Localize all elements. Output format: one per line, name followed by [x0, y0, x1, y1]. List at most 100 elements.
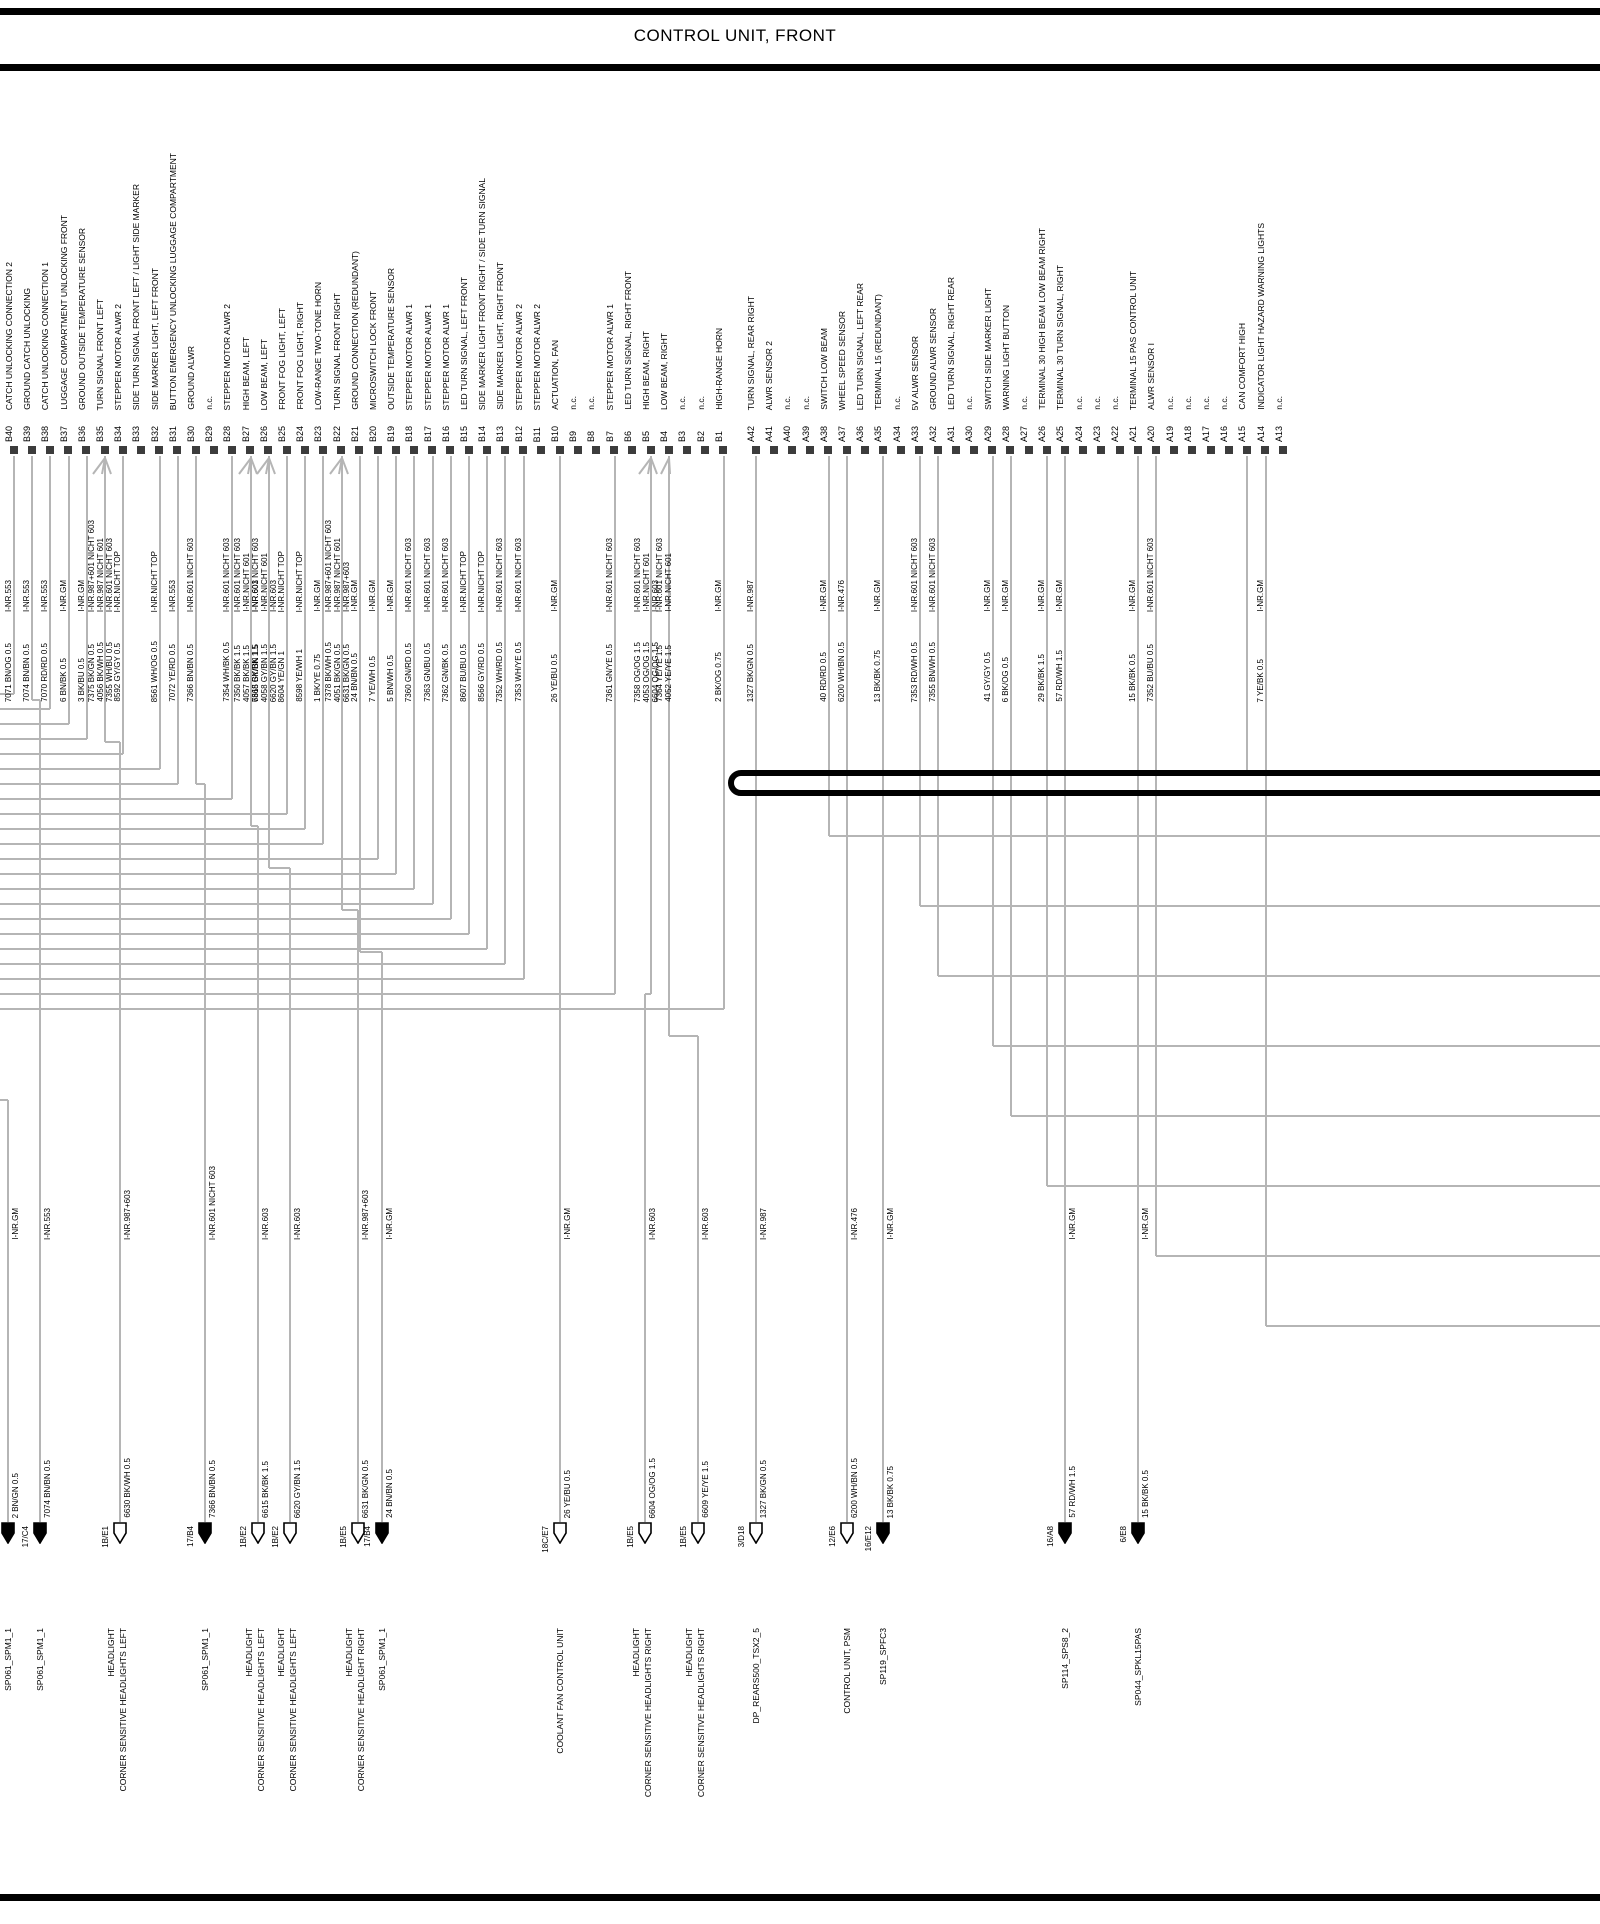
pin-function-label: WARNING LIGHT BUTTON: [1000, 304, 1011, 410]
pin-contact: [769, 446, 778, 454]
pin-function-label: HIGH BEAM, LEFT: [240, 336, 251, 410]
wire-segment: [105, 741, 120, 743]
connector-ref-label: 16/A8: [1046, 1526, 1056, 1547]
connector-wire-code: 6609 YE/YE 1.5: [701, 1461, 710, 1518]
wire-inr-label: I-NR.NICHT TOP: [149, 550, 159, 612]
wire-segment: [644, 994, 646, 1522]
pin-function-label: GROUND CONNECTION (REDUNDANT): [349, 251, 360, 410]
wire-inr-label: I-NR.553: [22, 579, 32, 612]
connector-arrow-icon: [1058, 1522, 1073, 1545]
connector-name: SP044_SPKL15PAS: [1133, 1628, 1144, 1706]
connector-wire-code: 6631 BK/GN 0.5: [361, 1459, 370, 1518]
pin-function-label: n.c.: [204, 396, 215, 410]
pin-contact: [355, 446, 364, 454]
connector-ref-label: 12/E6: [828, 1526, 837, 1547]
pin-id-label: B37: [58, 425, 69, 442]
connector-arrow-icon: [113, 1522, 127, 1545]
pin-function-label: n.c.: [1164, 396, 1175, 410]
pin-function-label: SWITCH LOW BEAM: [818, 328, 829, 410]
pin-function-label: n.c.: [1219, 396, 1230, 410]
pin-id-label: B11: [531, 426, 542, 442]
wire-segment: [522, 456, 525, 979]
pin-id-label: A35: [873, 425, 884, 442]
pin-contact: [933, 446, 942, 454]
pin-id-label: B20: [368, 425, 378, 442]
pin-id-label: A20: [1146, 425, 1157, 442]
pin-function-label: LED TURN SIGNAL, RIGHT FRONT: [622, 271, 633, 410]
pin-contact: [1006, 446, 1015, 454]
pin-function-label: 5V ALWR SENSOR: [909, 335, 920, 410]
top-border-bar: [0, 8, 1600, 15]
pin-function-label: TURN SIGNAL, REAR RIGHT: [746, 295, 756, 410]
wire-inr-label: I-NR.GM: [313, 580, 323, 612]
connector-arrow-icon: [251, 1522, 265, 1545]
pin-function-label: MICROSWITCH LOCK FRONT: [368, 291, 378, 410]
wire-segment: [0, 1099, 8, 1101]
pin-id-label: A26: [1037, 425, 1048, 442]
pin-contact: [1188, 446, 1197, 454]
pin-id-label: A19: [1164, 425, 1175, 442]
wire-segment: [697, 1036, 699, 1522]
wire-code-label: 26 YE/BU 0.5: [550, 653, 559, 702]
wire-segment: [0, 738, 87, 740]
wire-segment: [669, 1035, 698, 1037]
pin-contact: [1097, 446, 1106, 454]
bottom-border-bar: [0, 1894, 1600, 1901]
wire-inr-label: I-NR.476: [837, 579, 846, 612]
wire-segment: [0, 933, 469, 935]
wire-segment: [486, 456, 489, 949]
pin-function-label: LOW BEAM, LEFT: [258, 338, 269, 410]
pin-contact: [537, 446, 546, 454]
wire-segment: [158, 456, 161, 769]
wire-segment: [722, 456, 725, 1009]
wire-code-label: 7361 GN/YE 0.5: [604, 643, 614, 702]
wire-code-label: 8607 BU/BU 0.5: [459, 644, 468, 702]
wire-segment: [650, 456, 652, 994]
pin-id-label: B36: [76, 425, 87, 442]
wire-code-label: 7070 RD/RD 0.5: [40, 643, 50, 702]
page-title: CONTROL UNIT, FRONT: [633, 26, 837, 45]
wire-segment: [231, 456, 234, 799]
wire-code-label: 7074 BN/BN 0.5: [22, 644, 32, 702]
pin-contact: [9, 446, 18, 454]
wire-inr-label: I-NR.GM: [818, 580, 828, 612]
connector-arrow-icon: [351, 1522, 365, 1545]
pin-contact: [391, 446, 400, 454]
wire-inr-label: I-NR.GM: [368, 580, 377, 612]
wire-segment: [882, 456, 885, 1522]
pin-contact: [1279, 446, 1288, 454]
wire-segment: [357, 910, 360, 1522]
connector-ref-label: 17/C4: [21, 1526, 30, 1548]
connector-name: SP119_SPFC3: [878, 1628, 889, 1686]
pin-id-label: A16: [1219, 425, 1230, 442]
pin-contact: [373, 446, 382, 454]
pin-contact: [337, 446, 346, 454]
wire-inr-label: I-NR.601 NICHT 603: [404, 537, 414, 612]
pin-id-label: A34: [891, 425, 902, 442]
pin-contact: [191, 446, 200, 454]
pin-function-label: TURN SIGNAL FRONT RIGHT: [331, 292, 342, 410]
pin-contact: [246, 446, 255, 454]
pin-function-label: TERMINAL 15 (REDUNDANT): [873, 294, 884, 410]
pin-function-label: n.c.: [1073, 396, 1084, 410]
connector-name: CORNER SENSITIVE HEADLIGHTS RIGHT: [643, 1628, 653, 1798]
pin-function-label: n.c.: [586, 396, 597, 410]
pin-contact: [136, 446, 145, 454]
pin-id-label: B40: [4, 425, 14, 442]
wire-inr-label: I-NR.601 NICHT 603: [604, 537, 614, 612]
wire-code-label: 6 BK/OG 0.5: [1000, 656, 1010, 702]
pin-id-label: B31: [167, 425, 178, 442]
pin-function-label: LED TURN SIGNAL, RIGHT REAR: [946, 277, 957, 410]
wire-inr-label: I-NR.601 NICHT 603: [513, 537, 523, 612]
connector-wire-code: 7366 BN/BN 0.5: [208, 1460, 217, 1518]
wire-inr-label: I-NR.NICHT TOP: [477, 550, 487, 612]
wire-segment: [289, 868, 292, 1522]
pin-contact: [409, 446, 418, 454]
connector-name: SP061_SPM1_1: [377, 1628, 387, 1691]
pin-contact: [1224, 446, 1233, 454]
pin-contact: [464, 446, 473, 454]
pin-contact: [878, 446, 887, 454]
pin-function-label: ACTUATION, FAN: [550, 340, 560, 410]
wire-segment: [359, 951, 382, 953]
